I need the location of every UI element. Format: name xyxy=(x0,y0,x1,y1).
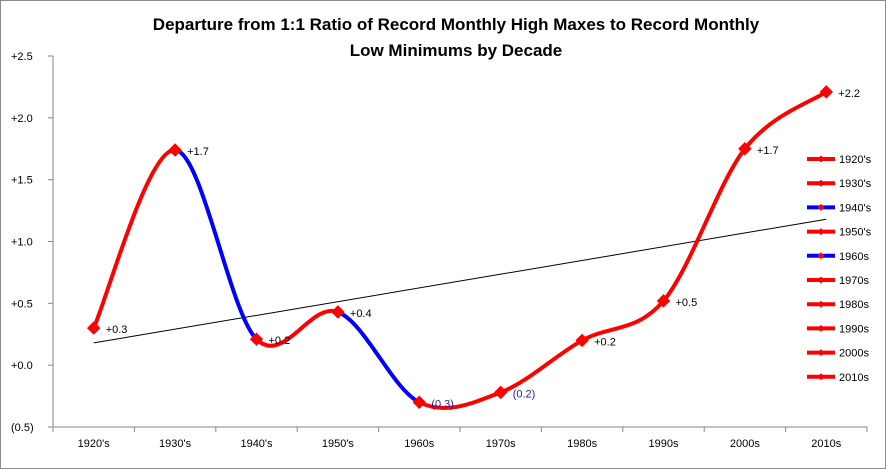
series-segment xyxy=(661,146,747,303)
data-label: +0.2 xyxy=(594,336,616,348)
legend-entry-label: 1990s xyxy=(839,323,869,335)
series-segment xyxy=(335,309,422,405)
chart-title-line-1: Departure from 1:1 Ratio of Record Month… xyxy=(153,15,760,34)
y-tick-label: (0.5) xyxy=(11,422,34,434)
y-tick-label: +0.0 xyxy=(11,360,33,372)
marker-layer xyxy=(86,85,834,409)
legend-entry-label: 1940's xyxy=(839,202,872,214)
x-tick-label: 1940's xyxy=(240,438,273,450)
data-point-marker xyxy=(493,385,508,400)
legend-swatch-marker xyxy=(817,324,825,332)
series-layer xyxy=(91,89,829,410)
axes: +2.5 +2.0 +1.5 +1.0 +0.5 +0.0 (0.5) 1920's 1930'… xyxy=(11,51,868,450)
legend-entry-label: 1970s xyxy=(839,275,869,287)
legend-swatch-marker xyxy=(817,300,825,308)
legend-swatch-marker xyxy=(817,373,825,381)
y-tick-label: +2.0 xyxy=(11,113,33,125)
series-segment xyxy=(173,147,259,342)
chart-title-line-2: Low Minimums by Decade xyxy=(350,41,563,60)
legend-entry-label: 1920's xyxy=(839,154,872,166)
data-point-marker xyxy=(738,142,752,156)
data-point-marker xyxy=(412,395,427,409)
data-label: (0.2) xyxy=(513,388,536,400)
data-point-marker xyxy=(249,332,264,346)
data-label: +1.7 xyxy=(187,146,209,158)
legend-entry-label: 2000s xyxy=(839,348,869,360)
legend-swatch-marker xyxy=(817,252,825,260)
data-label: +0.5 xyxy=(676,297,698,309)
legend-swatch-marker xyxy=(817,179,825,187)
legend-entry-label: 1930's xyxy=(839,178,872,190)
legend-entry-label: 1960s xyxy=(839,251,869,263)
x-tick-label: 1970s xyxy=(486,438,516,450)
trendline xyxy=(93,218,827,344)
data-point-marker xyxy=(656,294,671,308)
trendline-layer xyxy=(93,218,827,344)
data-label: +1.7 xyxy=(757,145,779,157)
x-tick-label: 1930's xyxy=(159,438,192,450)
data-point-marker xyxy=(819,85,834,99)
x-tick-label: 2010s xyxy=(811,438,841,450)
y-tick-label: +1.5 xyxy=(11,175,33,187)
data-point-marker xyxy=(168,143,182,157)
legend-entry-label: 1980s xyxy=(839,299,869,311)
x-tick-label: 1950's xyxy=(322,438,355,450)
legend-swatch-marker xyxy=(817,228,825,236)
x-tick-label: 1980s xyxy=(567,438,597,450)
data-point-marker xyxy=(575,333,589,348)
data-label: +0.2 xyxy=(269,335,291,347)
x-tick-label: 1960s xyxy=(404,438,434,450)
legend-swatch-marker xyxy=(817,203,825,211)
data-label-layer: +0.3 +1.7 +0.2 +0.4 (0.3) (0.2) +0.2 +0.5 +1.7 +2… xyxy=(106,88,860,410)
x-tick-label: 1920's xyxy=(78,438,111,450)
data-label: +2.2 xyxy=(838,88,860,100)
data-label: (0.3) xyxy=(431,398,454,410)
data-point-marker xyxy=(331,305,345,319)
x-tick-label: 1990s xyxy=(649,438,679,450)
legend-entry-label: 2010s xyxy=(839,372,869,384)
y-tick-label: +2.5 xyxy=(11,51,33,63)
legend-entry-label: 1950's xyxy=(839,227,872,239)
series-segment xyxy=(580,298,666,343)
legend: 1920's 1930's 1940's 1950's 1960s 1970s 1980s 1… xyxy=(807,154,872,384)
data-label: +0.4 xyxy=(350,308,372,320)
data-label: +0.3 xyxy=(106,324,128,336)
y-tick-label: +1.0 xyxy=(11,237,33,249)
legend-swatch-marker xyxy=(817,349,825,357)
data-point-marker xyxy=(86,321,101,335)
series-segment xyxy=(417,390,503,410)
series-segment xyxy=(498,338,585,395)
y-tick-label: +0.5 xyxy=(11,298,33,310)
legend-swatch-marker xyxy=(817,276,825,284)
series-segment xyxy=(742,89,829,151)
legend-swatch-marker xyxy=(817,155,825,163)
series-segment xyxy=(254,308,340,348)
series-segment xyxy=(91,147,178,331)
x-tick-label: 2000s xyxy=(730,438,760,450)
